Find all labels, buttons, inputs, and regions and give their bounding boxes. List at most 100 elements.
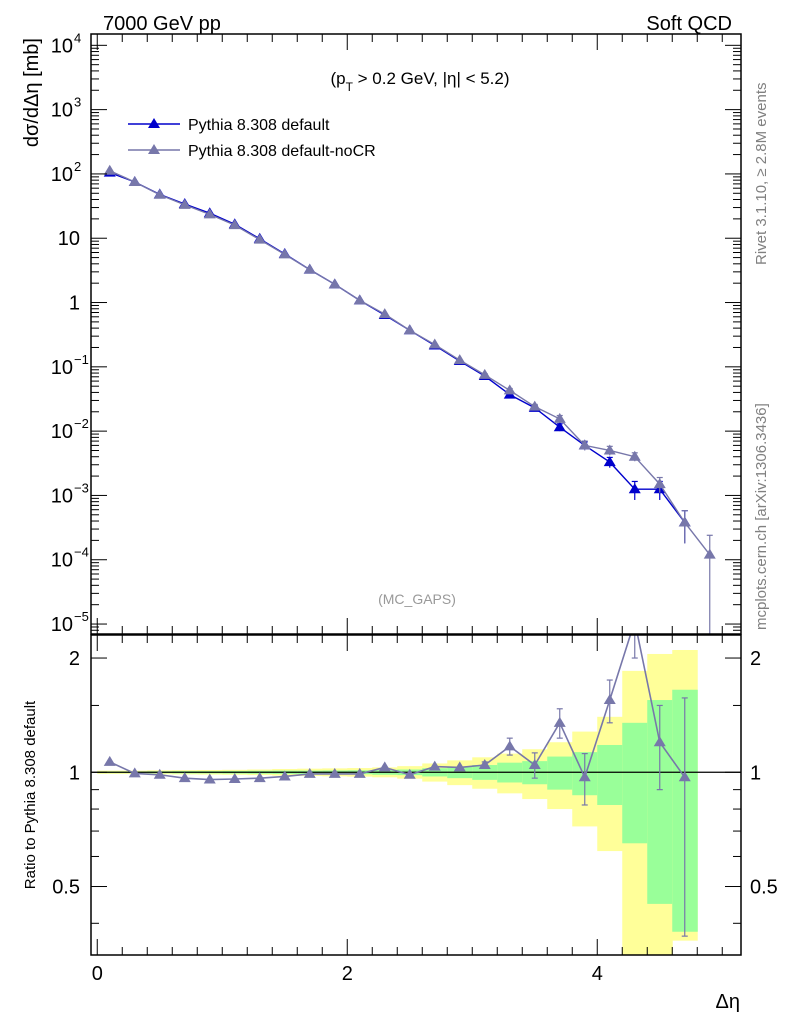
data-point-nocr (578, 439, 591, 450)
top-ytick-label: 10 (51, 100, 73, 122)
top-ytick-label: 1 (69, 293, 80, 315)
data-point-nocr (153, 188, 166, 199)
ratio-ytick-label: 1 (69, 762, 80, 784)
data-point-nocr (103, 164, 116, 175)
data-point-nocr (328, 278, 341, 289)
series-line-nocr (109, 170, 711, 556)
data-point-nocr (478, 368, 491, 379)
top-panel-data (103, 164, 716, 634)
ratio-point-nocr (328, 767, 341, 778)
ratio-point-nocr (453, 761, 466, 772)
ratio-point-nocr (578, 771, 591, 782)
ratio-point-nocr (103, 755, 116, 766)
top-ytick-exponent: 4 (74, 30, 81, 45)
data-point-nocr (378, 308, 391, 319)
top-ytick-exponent: −4 (74, 545, 89, 560)
legend-label-nocr: Pythia 8.308 default-noCR (188, 143, 376, 160)
top-ytick-exponent: −3 (74, 480, 89, 495)
ratio-point-nocr (678, 771, 691, 782)
data-point-nocr (278, 248, 291, 259)
header-left: 7000 GeV pp (103, 13, 221, 35)
x-axis-label: Δη (716, 991, 740, 1013)
ratio-point-nocr (553, 716, 566, 727)
data-point-nocr (203, 208, 216, 219)
ratio-line-nocr (109, 635, 686, 781)
data-point-default (603, 456, 616, 467)
top-ytick-label: 10 (51, 485, 73, 507)
top-ytick-label: 10 (51, 421, 73, 443)
ratio-point-nocr (403, 768, 416, 779)
series-line-default (109, 171, 686, 523)
ratio-ytick-label-right: 2 (750, 648, 761, 670)
ratio-y-axis-label: Ratio to Pythia 8.308 default (22, 700, 39, 889)
ratio-point-nocr (528, 759, 541, 770)
top-ytick-exponent: 3 (74, 95, 81, 110)
ratio-point-nocr (353, 767, 366, 778)
ratio-point-nocr (228, 773, 241, 784)
data-point-nocr (503, 384, 516, 395)
ratio-point-nocr (203, 773, 216, 784)
xtick-label: 4 (592, 963, 603, 985)
ratio-point-nocr (128, 767, 141, 778)
ratio-panel-data (91, 615, 741, 937)
top-y-axis-label: dσ/dΔη [mb] (21, 38, 43, 147)
data-point-nocr (553, 412, 566, 423)
ratio-point-nocr (603, 694, 616, 705)
data-point-nocr (353, 294, 366, 305)
data-point-nocr (703, 548, 716, 559)
data-point-nocr (253, 233, 266, 244)
data-point-nocr (178, 198, 191, 209)
legend-marker-nocr (148, 144, 160, 154)
data-point-nocr (653, 478, 666, 489)
data-point-nocr (228, 219, 241, 230)
top-ytick-exponent: −5 (74, 609, 89, 624)
data-point-nocr (453, 354, 466, 365)
legend: Pythia 8.308 default Pythia 8.308 defaul… (128, 117, 376, 160)
legend-label-default: Pythia 8.308 default (188, 117, 330, 134)
data-point-nocr (403, 324, 416, 335)
top-ytick-label: 10 (51, 550, 73, 572)
data-point-nocr (128, 175, 141, 186)
top-ytick-exponent: 2 (74, 159, 81, 174)
top-ytick-label: 10 (51, 164, 73, 186)
side-label-mcplots: mcplots.cern.ch [arXiv:1306.3436] (753, 403, 770, 630)
band-green (622, 722, 648, 844)
top-ytick-label: 10 (51, 614, 73, 636)
data-point-nocr (428, 338, 441, 349)
ratio-uncertainty-bands (97, 649, 698, 955)
ratio-ytick-label: 2 (69, 648, 80, 670)
ratio-point-nocr (278, 770, 291, 781)
xtick-label: 2 (342, 963, 353, 985)
ratio-ytick-label-right: 0.5 (750, 877, 778, 899)
ratio-point-nocr (153, 768, 166, 779)
ratio-ytick-label: 0.5 (52, 877, 80, 899)
data-point-default (553, 421, 566, 432)
band-green (547, 756, 573, 790)
ratio-point-nocr (503, 740, 516, 751)
top-ytick-exponent: −2 (74, 416, 89, 431)
ratio-point-nocr (253, 772, 266, 783)
top-ytick-exponent: −1 (74, 352, 89, 367)
band-green (597, 744, 623, 805)
ratio-point-nocr (428, 760, 441, 771)
data-point-nocr (603, 444, 616, 455)
legend-marker-default (148, 118, 160, 128)
top-panel-frame (90, 33, 742, 635)
top-ytick-label: 10 (51, 357, 73, 379)
ratio-point-nocr (378, 761, 391, 772)
header-right: Soft QCD (646, 13, 732, 35)
ratio-point-nocr (629, 615, 641, 625)
data-point-nocr (628, 450, 641, 461)
side-label-rivet: Rivet 3.1.10, ≥ 2.8M events (753, 83, 770, 266)
top-ytick-label: 10 (51, 35, 73, 57)
top-ytick-label: 10 (58, 228, 80, 250)
data-point-nocr (303, 263, 316, 274)
ratio-point-nocr (653, 736, 666, 747)
ratio-point-nocr (178, 772, 191, 783)
xtick-label: 0 (92, 963, 103, 985)
ratio-panel-frame (90, 634, 742, 956)
plot-title: (pT > 0.2 GeV, |η| < 5.2) (330, 69, 509, 94)
data-point-nocr (528, 400, 541, 411)
